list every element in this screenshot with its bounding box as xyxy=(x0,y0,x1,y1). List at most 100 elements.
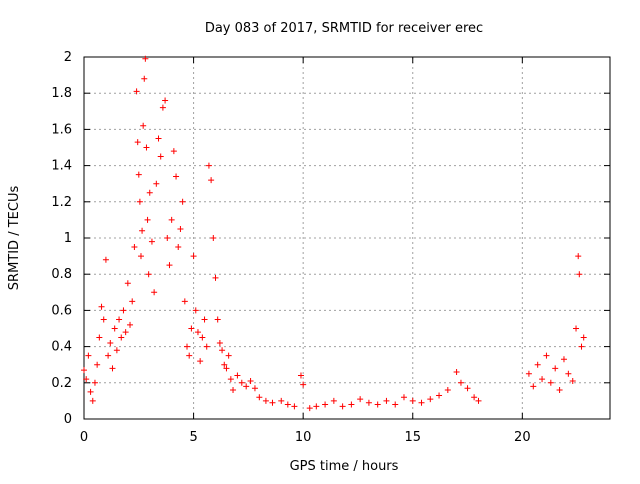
data-point xyxy=(197,358,204,365)
axis-ticks: 0 5 10 15 20 0 0.2 0.4 0.6 0.8 1 1.2 1.4 1.6 1.8 2 xyxy=(51,50,610,445)
data-point xyxy=(223,365,230,372)
data-point xyxy=(365,399,372,406)
data-point xyxy=(133,88,140,95)
data-point xyxy=(164,235,171,241)
data-point xyxy=(145,271,152,278)
data-point xyxy=(162,97,169,104)
data-point xyxy=(227,376,234,383)
data-point xyxy=(374,401,381,408)
data-point xyxy=(234,372,241,379)
data-point xyxy=(159,104,166,111)
data-point xyxy=(219,347,226,354)
data-point xyxy=(552,365,559,372)
data-point xyxy=(166,262,173,269)
data-point xyxy=(177,225,184,232)
data-point xyxy=(210,235,217,241)
data-point xyxy=(418,399,425,406)
data-point xyxy=(269,399,276,406)
data-point xyxy=(212,274,219,281)
data-point xyxy=(131,244,138,251)
data-point xyxy=(221,361,228,368)
data-point xyxy=(471,394,478,401)
x-axis-label: GPS time / hours xyxy=(290,459,399,474)
data-point xyxy=(98,303,105,310)
y-tick-label: 1.4 xyxy=(51,159,72,174)
data-point xyxy=(136,198,143,205)
data-point xyxy=(348,401,355,408)
data-point xyxy=(208,177,215,184)
data-point xyxy=(87,388,94,395)
x-tick-label: 20 xyxy=(514,430,531,445)
data-point xyxy=(107,339,114,346)
data-point xyxy=(291,403,298,410)
data-point xyxy=(170,148,177,155)
data-point xyxy=(205,162,212,169)
data-point xyxy=(105,352,112,359)
data-point xyxy=(81,367,87,374)
data-point xyxy=(173,173,180,180)
data-point xyxy=(300,381,307,388)
data-point xyxy=(203,343,210,350)
data-point xyxy=(127,321,134,328)
data-point xyxy=(216,339,223,346)
data-point xyxy=(179,198,186,205)
data-point xyxy=(578,343,585,350)
plot-frame xyxy=(83,56,611,420)
x-tick-label: 15 xyxy=(404,430,421,445)
data-point xyxy=(278,397,285,404)
data-point xyxy=(436,392,443,399)
data-point xyxy=(151,289,158,296)
data-point xyxy=(188,325,195,332)
y-tick-label: 1.2 xyxy=(51,195,72,210)
data-point xyxy=(400,394,407,401)
data-point xyxy=(186,352,193,359)
x-tick-label: 10 xyxy=(295,430,312,445)
chart-title: Day 083 of 2017, SRMTID for receiver ere… xyxy=(205,21,483,36)
data-point xyxy=(547,379,554,386)
data-point xyxy=(225,352,232,359)
data-point xyxy=(284,401,291,408)
data-point xyxy=(575,253,582,260)
data-point xyxy=(357,396,364,403)
data-point xyxy=(135,171,142,178)
data-point xyxy=(100,316,107,323)
data-point xyxy=(96,334,103,341)
data-point xyxy=(534,361,541,368)
data-point xyxy=(148,238,155,245)
data-point xyxy=(576,271,583,278)
data-point xyxy=(543,352,550,359)
data-point xyxy=(139,227,146,234)
data-point xyxy=(190,253,197,260)
data-point xyxy=(313,403,320,410)
y-tick-label: 0 xyxy=(64,412,72,427)
y-axis-label: SRMTID / TECUs xyxy=(7,186,22,291)
y-tick-label: 1.8 xyxy=(51,86,72,101)
data-point xyxy=(134,139,141,146)
data-point xyxy=(109,365,116,372)
data-point xyxy=(91,379,98,386)
data-points xyxy=(81,55,587,412)
data-point xyxy=(530,383,537,390)
data-point xyxy=(444,387,451,394)
data-point xyxy=(464,385,471,392)
data-point xyxy=(83,376,90,383)
data-point xyxy=(143,144,150,151)
x-tick-label: 0 xyxy=(80,430,88,445)
data-point xyxy=(155,135,162,142)
data-point xyxy=(144,216,151,223)
x-tick-label: 5 xyxy=(189,430,197,445)
data-point xyxy=(199,334,206,341)
data-point xyxy=(573,325,580,332)
data-point xyxy=(124,280,131,287)
data-point xyxy=(120,307,127,314)
y-tick-label: 1 xyxy=(64,231,72,246)
data-point xyxy=(569,377,576,384)
data-point xyxy=(142,55,149,62)
data-point xyxy=(392,401,399,408)
y-tick-label: 0.6 xyxy=(51,303,72,318)
data-point xyxy=(383,397,390,404)
y-tick-label: 2 xyxy=(64,50,72,65)
data-point xyxy=(457,379,464,386)
